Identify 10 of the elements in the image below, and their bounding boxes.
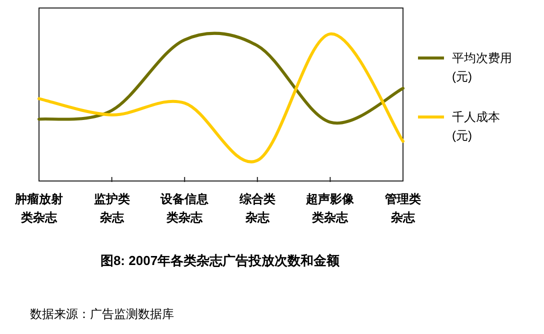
x-tick-label: 超声影像类杂志: [305, 192, 356, 225]
legend-label: 平均次费用(元): [452, 51, 512, 84]
text: 图8: 2007年各类杂志广告投放次数和金额: [100, 253, 341, 268]
x-tick-label: 综合类杂志: [238, 192, 276, 225]
x-tick-label: 设备信息类杂志: [160, 192, 210, 225]
x-tick-label: 管理类杂志: [384, 192, 421, 225]
x-tick-label: 肿瘤放射类杂志: [14, 192, 63, 225]
source-note: 数据来源：广告监测数据库: [30, 307, 174, 321]
x-tick-label: 监护类杂志: [94, 192, 130, 225]
legend-label: 千人成本(元): [452, 110, 500, 143]
